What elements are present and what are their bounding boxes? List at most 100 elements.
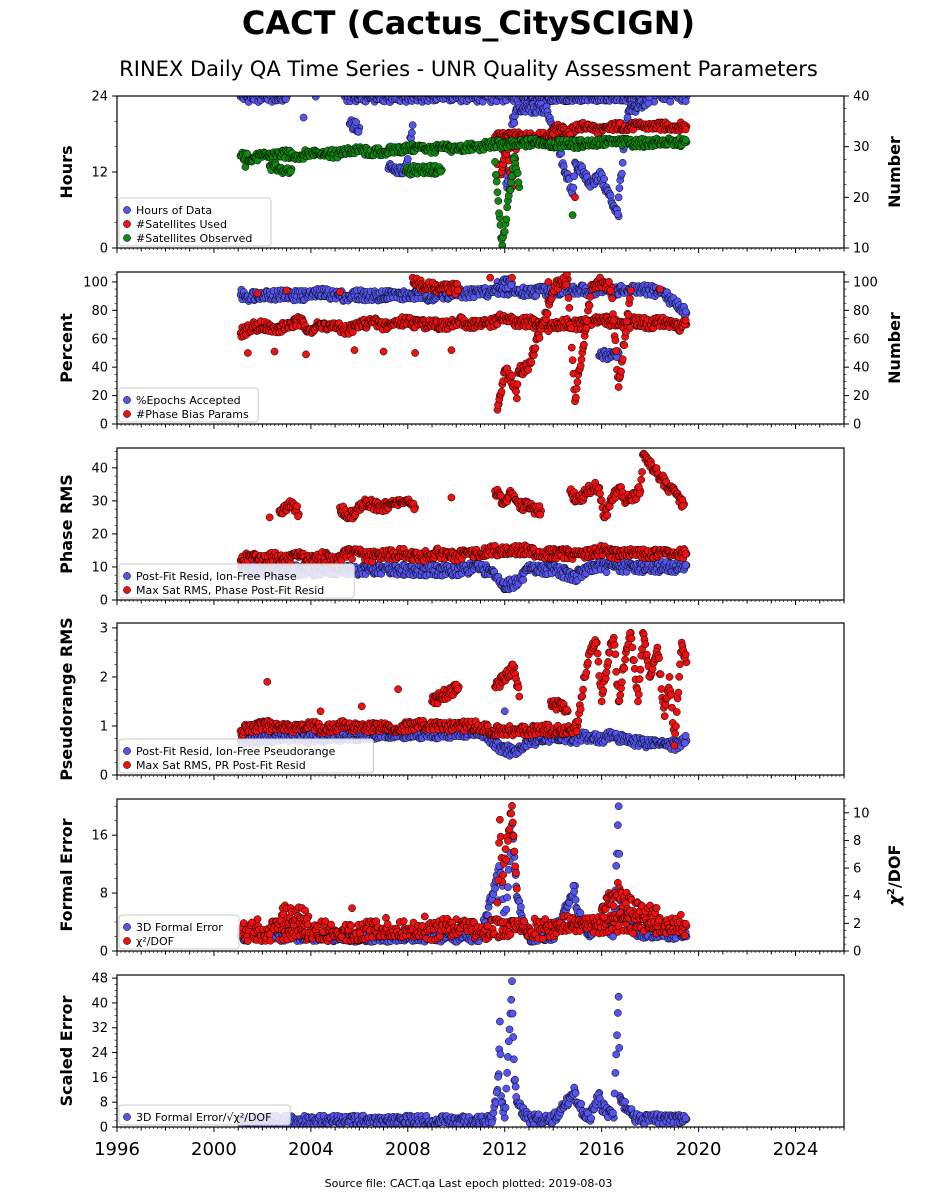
data-point [513, 380, 522, 389]
data-point [506, 186, 515, 194]
data-point [587, 89, 594, 96]
data-point [348, 555, 356, 563]
data-point [569, 183, 578, 192]
panel-2: 0 20 40 60 80 100 0 20 40 60 80 100 Percent Number %Ep… [57, 271, 904, 433]
data-point [311, 96, 320, 101]
y-axis-label: Hours [57, 145, 76, 198]
legend-marker [123, 206, 131, 214]
data-point [515, 88, 522, 95]
data-point [423, 88, 430, 95]
data-point [524, 96, 529, 97]
data-point [514, 178, 523, 187]
data-point [450, 88, 457, 95]
data-point [612, 347, 621, 355]
data-point [519, 575, 528, 584]
data-point [602, 568, 611, 577]
data-point [281, 96, 290, 104]
data-point [494, 197, 503, 205]
data-point [614, 193, 623, 202]
data-point [617, 96, 621, 97]
data-point [622, 328, 630, 337]
data-point [463, 96, 466, 97]
data-point [572, 384, 581, 393]
data-point [492, 96, 496, 97]
y2-tick-label: 80 [853, 304, 870, 319]
data-point [567, 324, 575, 333]
y-axis-label: Percent [57, 313, 76, 383]
data-point [568, 211, 577, 219]
legend-label: Hours of Data [136, 204, 212, 217]
data-point [611, 336, 620, 345]
y2-tick-label: 0 [853, 418, 861, 433]
data-point [265, 513, 274, 522]
data-point [407, 88, 414, 95]
data-point [454, 286, 462, 295]
data-point [437, 167, 445, 176]
y-tick-label: 0 [100, 418, 108, 433]
chart-title: CACT (Cactus_CitySCIGN) [241, 4, 696, 42]
legend-marker [123, 234, 131, 242]
data-point [608, 88, 615, 95]
data-point [527, 358, 536, 366]
data-point [564, 294, 573, 302]
data-point [294, 512, 302, 521]
legend-label: #Satellites Observed [136, 232, 252, 245]
data-point [503, 96, 506, 97]
data-point [510, 119, 519, 127]
y-tick-label: 80 [91, 304, 108, 319]
legend-marker [123, 410, 131, 418]
data-point [373, 96, 378, 97]
data-point [336, 288, 344, 296]
data-points [236, 88, 691, 248]
data-point [681, 136, 690, 144]
data-point [394, 88, 401, 95]
data-point [390, 88, 397, 95]
data-point [571, 89, 578, 96]
data-point [580, 340, 588, 349]
data-point [613, 210, 622, 218]
data-point [586, 292, 595, 301]
data-point [564, 88, 571, 95]
data-point [568, 356, 577, 365]
data-point [408, 121, 417, 129]
y-tick-label: 0 [100, 594, 108, 609]
data-point [618, 158, 627, 167]
data-point [554, 89, 561, 96]
data-point [508, 273, 516, 282]
plot-frame [116, 95, 845, 249]
data-point [679, 96, 681, 97]
data-point [541, 96, 545, 97]
data-point [378, 89, 385, 96]
data-point [681, 96, 685, 97]
y2-axis-label: Number [885, 312, 904, 384]
data-point [571, 193, 579, 202]
data-point [348, 88, 355, 95]
data-point [574, 88, 581, 95]
y2-tick-label: 100 [853, 275, 878, 290]
data-point [653, 88, 660, 95]
data-point [616, 88, 623, 95]
y-tick-label: 10 [91, 560, 108, 575]
data-point [615, 184, 624, 192]
data-point [265, 88, 272, 95]
y-tick-label: 40 [91, 461, 108, 476]
y2-tick-label: 40 [853, 361, 870, 376]
data-point [681, 316, 690, 325]
data-point [531, 344, 540, 352]
data-point [512, 387, 520, 396]
data-point [507, 178, 516, 187]
data-point [460, 96, 465, 97]
data-point [532, 88, 539, 95]
data-point [491, 170, 500, 179]
data-point [507, 281, 516, 289]
data-point [434, 88, 441, 95]
data-point [253, 289, 262, 298]
data-point [351, 96, 355, 97]
data-point [513, 96, 517, 97]
data-point [605, 277, 613, 286]
data-point [502, 215, 511, 224]
data-point [379, 347, 388, 356]
y2-tick-label: 40 [853, 90, 870, 105]
data-point [570, 172, 579, 181]
